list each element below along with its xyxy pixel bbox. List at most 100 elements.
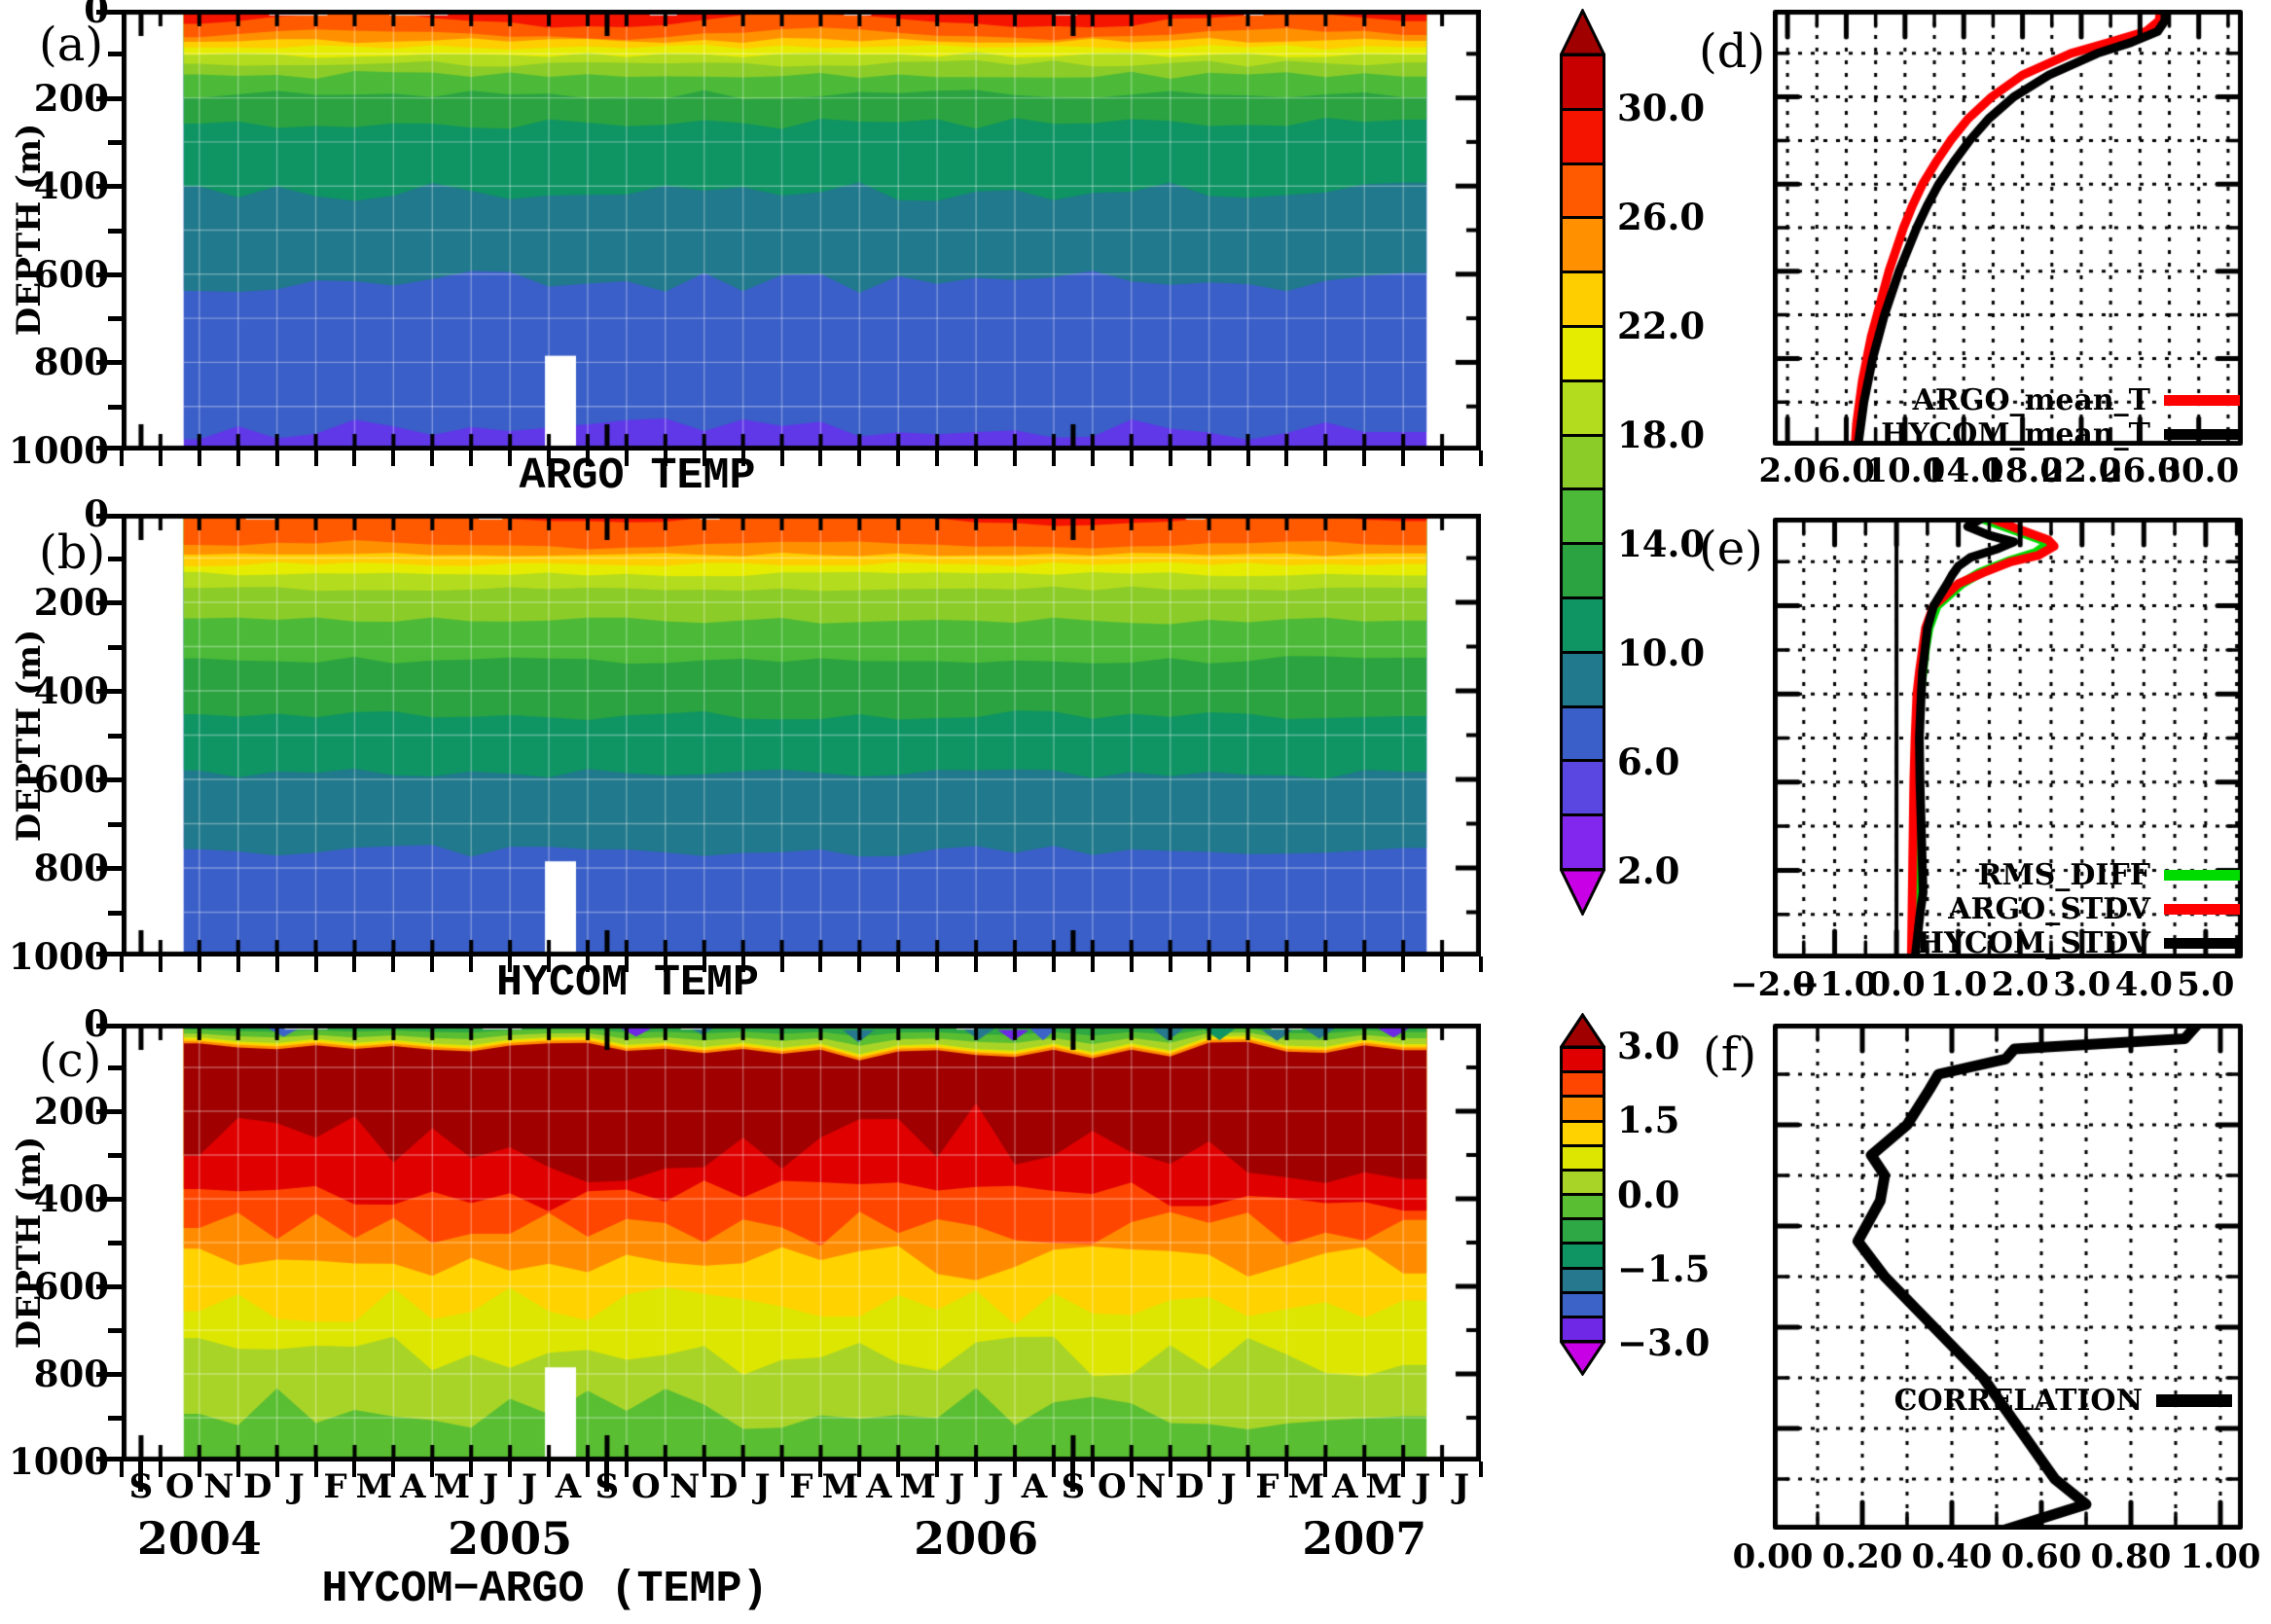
- month-tick: [235, 1462, 240, 1477]
- legend-label: RMS_DIFF: [1977, 858, 2150, 892]
- month-tick: [1168, 1462, 1172, 1477]
- panel-e-label: (e): [1699, 522, 1763, 576]
- panel-c-contour-canvas: [122, 1024, 1481, 1462]
- month-tick: [1323, 956, 1328, 972]
- month-tick: [274, 1462, 279, 1477]
- legend-row: HYCOM_mean_T: [1881, 417, 2240, 451]
- legend-label: HYCOM_STDV: [1916, 926, 2150, 960]
- month-letter: A: [1021, 1467, 1048, 1506]
- depth-tick: [96, 689, 122, 694]
- legend-line-swatch: [2164, 904, 2240, 915]
- legend-row: CORRELATION: [1894, 1384, 2232, 1418]
- panel-b-contour-canvas: [122, 514, 1481, 956]
- panel-a-title: ARGO TEMP: [519, 451, 756, 501]
- month-tick: [1401, 956, 1406, 972]
- month-tick: [935, 451, 940, 466]
- depth-tick: [96, 866, 122, 871]
- month-letter: A: [555, 1467, 582, 1506]
- depth-ticks-outside-a: [94, 10, 122, 451]
- x-tick-label: 0.20: [1821, 1537, 1903, 1576]
- month-tick: [508, 451, 513, 466]
- month-letter: J: [949, 1467, 965, 1506]
- x-tick-label: 10.0: [1864, 451, 1946, 490]
- month-tick: [896, 451, 901, 466]
- difference-colorbar-bar: [1560, 1046, 1605, 1343]
- month-tick: [391, 1462, 396, 1477]
- panel-f-correlation-profile: [1773, 1024, 2243, 1530]
- depth-tick-label: 1000: [9, 935, 109, 978]
- difference-colorbar-segment: [1563, 1293, 1603, 1318]
- month-tick: [313, 1462, 318, 1477]
- x-tick-label: 18.0: [1982, 451, 2063, 490]
- month-letter: A: [1332, 1467, 1358, 1506]
- difference-colorbar-segment: [1563, 1098, 1603, 1123]
- month-tick: [120, 1462, 124, 1477]
- difference-colorbar-segment: [1563, 1220, 1603, 1245]
- panel-c-difference: [122, 1024, 1481, 1462]
- month-tick: [547, 956, 552, 972]
- panel-e-stdv-profiles: [1773, 518, 2243, 958]
- depth-tick: [108, 1065, 122, 1070]
- month-tick: [1129, 956, 1134, 972]
- difference-colorbar-arrow-up: [1560, 1013, 1605, 1049]
- depth-tick-label: 0: [84, 0, 109, 31]
- year-label: 2006: [914, 1512, 1039, 1565]
- difference-colorbar-segment: [1563, 1146, 1603, 1172]
- month-tick: [779, 1462, 784, 1477]
- month-ticks-below-c: [120, 1462, 1483, 1495]
- legend-label: ARGO_mean_T: [1912, 383, 2150, 417]
- month-tick: [1401, 451, 1406, 466]
- month-tick: [1362, 956, 1367, 972]
- month-tick: [430, 451, 435, 466]
- depth-tick: [96, 600, 122, 605]
- month-tick: [469, 451, 474, 466]
- legend-row: ARGO_STDV: [1917, 892, 2240, 926]
- depth-tick: [96, 184, 122, 190]
- legend-label: CORRELATION: [1893, 1384, 2143, 1418]
- x-tick-label: 0.80: [2090, 1537, 2172, 1576]
- temperature-colorbar-segment: [1563, 56, 1603, 111]
- month-tick: [1479, 451, 1483, 466]
- difference-colorbar-segment: [1563, 1317, 1603, 1341]
- temperature-colorbar-segment: [1563, 219, 1603, 274]
- x-tick-labels-e: −2.0 −1.0 0.0 1.0 2.0 3.0 4.0 5.0: [1654, 965, 2271, 1008]
- month-tick: [1362, 1462, 1367, 1477]
- month-tick: [1440, 1462, 1445, 1477]
- month-tick: [1090, 956, 1095, 972]
- difference-colorbar-segment: [1563, 1196, 1603, 1221]
- month-letter: D: [242, 1467, 272, 1506]
- depth-tick: [96, 1457, 122, 1462]
- month-tick: [197, 1462, 201, 1477]
- legend-line-swatch: [2156, 1394, 2232, 1407]
- temperature-colorbar-segment: [1563, 816, 1603, 868]
- month-tick: [1207, 956, 1211, 972]
- depth-tick: [96, 952, 122, 956]
- month-letter: J: [483, 1467, 499, 1506]
- difference-colorbar-segment: [1563, 1073, 1603, 1099]
- month-tick: [508, 956, 513, 972]
- temperature-colorbar-tick-label: 30.0: [1617, 87, 1706, 129]
- panel-d-label: (d): [1699, 24, 1766, 79]
- depth-tick: [96, 10, 122, 15]
- month-tick: [663, 451, 667, 466]
- panel-a-label: (a): [39, 18, 104, 72]
- x-tick-label: 0.60: [2001, 1537, 2082, 1576]
- month-letter: J: [522, 1467, 538, 1506]
- month-tick: [585, 1462, 590, 1477]
- depth-tick: [108, 1153, 122, 1158]
- panel-a-argo-temp: [122, 10, 1481, 451]
- month-letter: M: [821, 1467, 859, 1506]
- month-tick: [818, 1462, 823, 1477]
- month-tick: [1479, 956, 1483, 972]
- month-tick: [1440, 956, 1445, 972]
- month-letter: M: [355, 1467, 393, 1506]
- temperature-colorbar-tick-label: 2.0: [1617, 849, 1680, 892]
- month-major-tick: [1070, 1462, 1076, 1492]
- month-tick: [779, 451, 784, 466]
- month-letter: S: [595, 1467, 620, 1506]
- month-tick: [197, 451, 201, 466]
- month-tick: [857, 1462, 862, 1477]
- x-tick-label: 5.0: [2177, 965, 2235, 1004]
